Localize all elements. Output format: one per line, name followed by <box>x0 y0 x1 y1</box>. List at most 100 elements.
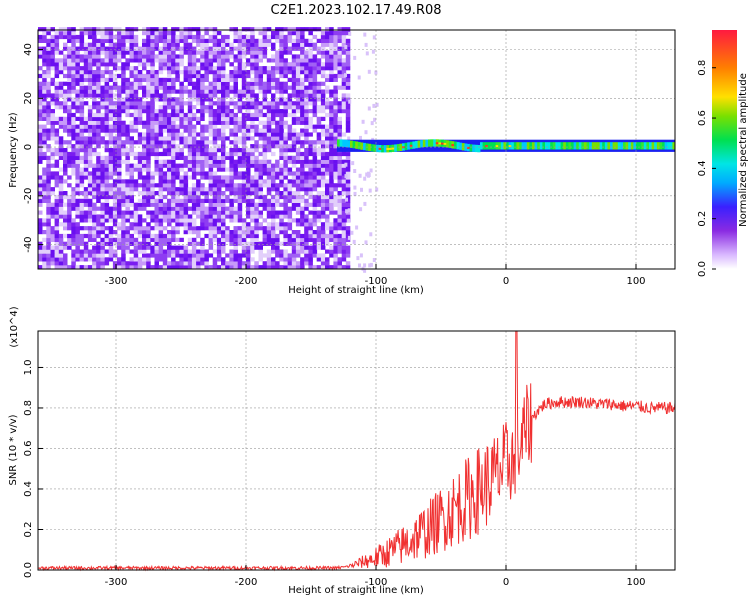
spectrogram-noise-cell <box>312 233 318 239</box>
spectrogram-signal-cell <box>651 142 655 150</box>
spectrogram-noise-cell <box>50 97 55 102</box>
spectrogram-noise-cell <box>133 124 139 129</box>
spectrogram-noise-cell <box>92 101 97 106</box>
x-tick-label: -100 <box>365 276 388 287</box>
spectrogram-noise-cell <box>171 179 176 184</box>
spectrogram-noise-cell <box>304 151 309 157</box>
spectrogram-noise-cell <box>129 81 134 86</box>
spectrogram-noise-cell <box>83 151 89 157</box>
spectrogram-noise-cell <box>275 27 280 32</box>
spectrogram-noise-cell <box>266 101 272 106</box>
spectrogram-noise-cell <box>58 151 64 157</box>
spectrogram-noise-cell <box>254 132 259 137</box>
spectrogram-noise-cell <box>275 31 280 36</box>
spectrogram-noise-cell <box>325 38 330 43</box>
spectrogram-noise-cell <box>167 249 172 254</box>
spectrogram-noise-cell <box>258 210 263 215</box>
spectrogram-noise-cell <box>291 144 297 149</box>
spectrogram-noise-cell <box>92 230 97 235</box>
spectrogram-noise-cell <box>87 81 93 86</box>
spectrogram-noise-cell <box>320 73 326 79</box>
spectrogram-noise-cell <box>146 151 151 157</box>
spectrogram-noise-cell <box>142 144 147 149</box>
spectrogram-noise-cell <box>254 183 259 188</box>
spectrogram-noise-cell <box>208 171 214 176</box>
spectrogram-noise-cell <box>283 187 288 192</box>
spectrogram-noise-cell <box>266 230 272 235</box>
spectrogram-noise-cell <box>67 241 72 246</box>
spectrogram-noise-cell <box>308 70 313 75</box>
spectrogram-noise-cell <box>42 237 47 242</box>
spectrogram-noise-cell <box>291 191 297 196</box>
spectrogram-noise-cell <box>291 58 297 63</box>
spectrogram-noise-cell <box>158 46 164 51</box>
spectrogram-noise-cell <box>167 54 172 59</box>
spectrogram-noise-cell <box>212 210 218 215</box>
spectrogram-noise-cell <box>46 226 51 231</box>
spectrogram-noise-cell <box>329 179 334 184</box>
spectrogram-signal-cell <box>339 139 343 147</box>
spectrogram-noise-cell <box>129 257 134 262</box>
spectrogram-noise-cell <box>104 257 110 262</box>
spectrogram-noise-cell <box>96 116 101 121</box>
spectrogram-noise-cell <box>121 140 126 145</box>
spectrogram-noise-cell <box>337 222 342 227</box>
spectrogram-noise-cell <box>133 116 139 121</box>
spectrogram-noise-cell <box>204 109 209 114</box>
spectrogram-noise-cell <box>129 85 134 90</box>
spectrogram-noise-cell <box>237 175 243 180</box>
spectrogram-noise-cell <box>287 27 293 32</box>
spectrogram-noise-cell <box>341 70 347 75</box>
spectrogram-noise-cell <box>246 58 251 63</box>
spectrogram-noise-cell <box>316 191 322 196</box>
spectrogram-noise-cell <box>333 105 338 110</box>
spectrogram-noise-cell <box>196 151 201 157</box>
spectrogram-noise-cell <box>179 163 184 168</box>
spectrogram-noise-cell <box>258 120 263 125</box>
spectrogram-signal-cell <box>448 140 452 148</box>
spectrogram-noise-cell <box>212 38 218 43</box>
spectrogram-noise-cell <box>246 249 251 254</box>
spectrogram-noise-cell <box>291 38 297 43</box>
spectrogram-noise-cell <box>142 257 147 262</box>
spectrogram-noise-cell <box>345 38 351 43</box>
spectrogram-noise-cell <box>329 206 334 211</box>
spectrogram-noise-cell <box>221 249 226 254</box>
spectrogram-noise-cell <box>121 233 126 239</box>
spectrogram-noise-cell <box>304 257 309 262</box>
spectrogram-noise-cell <box>112 81 118 86</box>
spectrogram-noise-cell <box>100 140 105 145</box>
spectrogram-noise-cell <box>204 187 209 192</box>
spectrogram-noise-cell <box>125 101 130 106</box>
spectrogram-noise-cell <box>79 257 85 262</box>
spectrogram-noise-cell <box>329 42 334 47</box>
spectrogram-noise-cell <box>200 58 205 63</box>
spectrogram-noise-cell <box>204 198 209 203</box>
spectrogram-noise-cell <box>212 85 218 90</box>
spectrogram-noise-cell <box>312 27 318 32</box>
spectrogram-noise-cell <box>196 214 201 219</box>
spectrogram-noise-cell <box>300 34 305 40</box>
spectrogram-noise-cell <box>137 77 143 82</box>
spectrogram-noise-cell <box>320 151 326 157</box>
spectrogram-noise-cell <box>229 70 234 75</box>
spectrogram-noise-cell <box>262 105 268 110</box>
spectrogram-noise-cell <box>266 163 272 168</box>
spectrogram-signal-cell <box>638 142 642 150</box>
spectrogram-signal-cell <box>617 142 621 150</box>
spectrogram-noise-cell <box>150 85 155 90</box>
spectrogram-noise-cell <box>254 46 259 51</box>
spectrogram-noise-cell <box>42 257 47 262</box>
spectrogram-noise-cell <box>204 128 209 133</box>
spectrogram-noise-cell <box>208 46 214 51</box>
spectrogram-noise-cell <box>204 58 209 63</box>
spectrogram-signal-cell <box>357 142 361 150</box>
spectrogram-noise-cell <box>300 237 305 242</box>
spectrogram-noise-cell <box>112 198 118 203</box>
spectrogram-noise-cell <box>50 77 55 82</box>
spectrogram-noise-cell <box>125 38 130 43</box>
spectrogram-noise-cell <box>233 124 238 129</box>
spectrogram-noise-cell <box>320 183 326 188</box>
spectrogram-noise-cell <box>279 202 284 207</box>
spectrogram-noise-cell <box>212 34 218 40</box>
